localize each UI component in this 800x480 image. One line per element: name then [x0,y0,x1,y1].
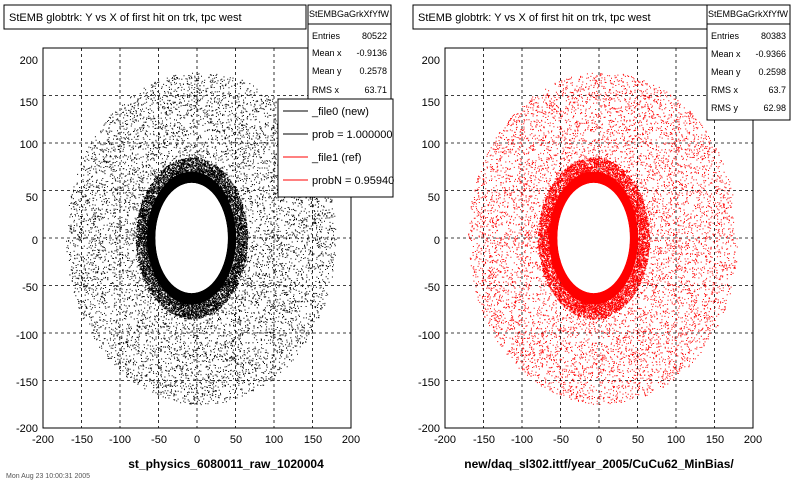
right-title-box [412,4,708,30]
scatter-points [468,72,738,406]
x-tick-label: 150 [304,434,322,446]
right-stats-value: 80383 [761,31,786,41]
left-stats-name: StEMBGaGrkXfYfW [309,9,390,19]
x-tick-label: -200 [434,434,456,446]
left-stats-box: StEMBGaGrkXfYfW Entries 80522 Mean x -0.… [307,4,392,106]
x-tick-label: -100 [511,434,533,446]
y-tick-label: 150 [422,97,440,109]
left-stats-label: RMS x [312,85,340,95]
x-tick-label: -50 [151,434,167,446]
legend-label: _file1 (ref) [311,152,362,164]
right-stats-label: Mean x [711,49,741,59]
right-data-points [468,72,738,406]
y-tick-label: 200 [422,55,440,67]
x-tick-label: -50 [553,434,569,446]
y-tick-label: -150 [16,377,38,389]
y-tick-label: 150 [20,97,38,109]
y-tick-label: -50 [22,282,38,294]
legend-label: _file0 (new) [311,106,369,118]
y-tick-label: -100 [418,330,440,342]
left-stats-label: Entries [312,31,341,41]
right-stats-label: RMS x [711,85,739,95]
y-tick-label: 50 [428,192,440,204]
right-stats-name: StEMBGaGrkXfYfW [708,9,789,19]
left-stats-label: Mean x [312,48,342,58]
y-tick-label: -200 [16,423,38,435]
right-x-axis-label: new/daq_sl302.ittf/year_2005/CuCu62_MinB… [464,457,734,471]
x-tick-label: 150 [706,434,724,446]
x-tick-label: 0 [194,434,200,446]
left-stats-label: Mean y [312,66,342,76]
x-tick-label: 0 [596,434,602,446]
right-stats-value: 62.98 [763,103,786,113]
y-tick-label: 200 [20,55,38,67]
x-tick-label: -150 [473,434,495,446]
x-tick-label: -100 [109,434,131,446]
legend-label: probN = 0.95940 [312,175,394,187]
left-stats-value: 0.2578 [359,66,387,76]
left-x-axis-label: st_physics_6080011_raw_1020004 [128,457,324,471]
y-tick-label: 0 [32,235,38,247]
y-tick-label: 50 [26,192,38,204]
footer-timestamp: Mon Aug 23 10:00:31 2005 [6,473,90,480]
left-data-points [66,71,337,406]
y-tick-label: -100 [16,330,38,342]
right-stats-value: -0.9366 [755,49,786,59]
right-stats-value: 0.2598 [758,67,786,77]
x-tick-label: 100 [265,434,283,446]
legend-label: prob = 1.000000 [312,129,392,141]
inner-hole [155,182,228,294]
x-tick-label: 200 [744,434,762,446]
y-tick-label: 0 [434,235,440,247]
right-stats-value: 63.7 [768,85,786,95]
left-stats-value: 80522 [362,31,387,41]
left-chart-title: StEMB globtrk: Y vs X of first hit on tr… [9,12,242,24]
y-tick-label: 100 [422,139,440,151]
x-tick-label: 200 [342,434,360,446]
y-tick-label: -200 [418,423,440,435]
x-tick-label: -200 [32,434,54,446]
x-tick-label: 50 [632,434,644,446]
x-tick-label: 100 [667,434,685,446]
inner-hole [557,182,630,294]
x-tick-label: 50 [230,434,242,446]
y-tick-label: 100 [20,139,38,151]
left-panel: StEMB globtrk: Y vs X of first hit on tr… [3,4,394,471]
legend-box: _file0 (new) prob = 1.000000 _file1 (ref… [277,98,394,198]
right-stats-label: RMS y [711,103,739,113]
right-chart-title: StEMB globtrk: Y vs X of first hit on tr… [418,12,651,24]
y-tick-label: -150 [418,377,440,389]
right-panel: StEMB globtrk: Y vs X of first hit on tr… [412,4,791,471]
right-stats-box: StEMBGaGrkXfYfW Entries 80383 Mean x -0.… [706,4,791,121]
left-stats-value: -0.9136 [356,48,387,58]
right-stats-label: Entries [711,31,740,41]
y-tick-label: -50 [424,282,440,294]
left-title-box [3,4,307,30]
left-stats-value: 63.71 [364,85,387,95]
x-tick-label: -150 [71,434,93,446]
right-stats-label: Mean y [711,67,741,77]
